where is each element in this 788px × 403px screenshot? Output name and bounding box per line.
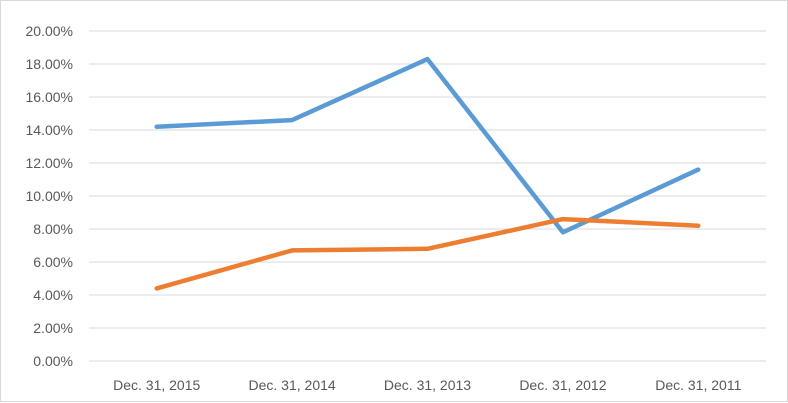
x-tick-label: Dec. 31, 2012 xyxy=(519,377,606,393)
y-tick-label: 12.00% xyxy=(26,155,73,171)
y-tick-label: 0.00% xyxy=(33,353,73,369)
x-tick-label: Dec. 31, 2013 xyxy=(384,377,471,393)
x-tick-label: Dec. 31, 2015 xyxy=(113,377,200,393)
y-tick-label: 14.00% xyxy=(26,122,73,138)
series-line-1 xyxy=(157,59,699,232)
y-tick-label: 16.00% xyxy=(26,89,73,105)
x-tick-label: Dec. 31, 2014 xyxy=(249,377,336,393)
y-tick-label: 18.00% xyxy=(26,56,73,72)
y-tick-label: 6.00% xyxy=(33,254,73,270)
y-tick-label: 2.00% xyxy=(33,320,73,336)
y-tick-label: 8.00% xyxy=(33,221,73,237)
x-tick-label: Dec. 31, 2011 xyxy=(655,377,741,393)
y-tick-label: 20.00% xyxy=(26,23,73,39)
y-tick-label: 4.00% xyxy=(33,287,73,303)
y-tick-label: 10.00% xyxy=(26,188,73,204)
